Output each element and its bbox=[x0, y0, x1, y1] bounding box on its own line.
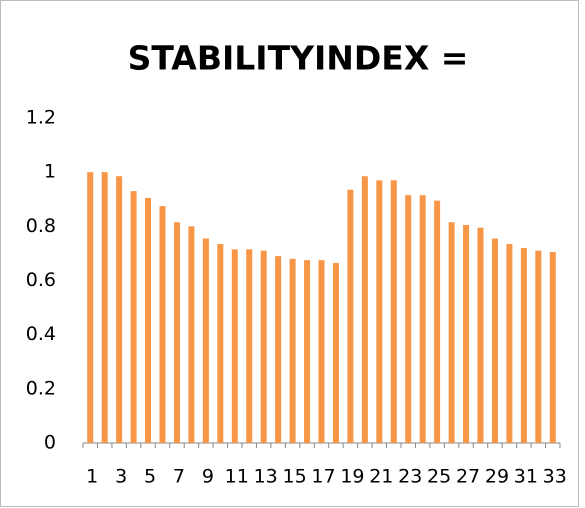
bar bbox=[188, 226, 195, 443]
bar bbox=[463, 224, 470, 443]
bar bbox=[448, 222, 455, 443]
bar bbox=[347, 189, 354, 443]
bar bbox=[275, 256, 282, 443]
chart-title: STABILITYINDEX = bbox=[128, 39, 469, 78]
y-tick-label: 0.6 bbox=[26, 269, 56, 291]
bar bbox=[101, 172, 108, 443]
bar bbox=[116, 176, 123, 443]
bar bbox=[173, 222, 180, 443]
y-tick-label: 1 bbox=[44, 161, 56, 183]
bar bbox=[506, 243, 513, 443]
y-tick-label: 0.8 bbox=[26, 215, 56, 237]
bar bbox=[87, 172, 94, 443]
bar bbox=[217, 243, 224, 443]
bar bbox=[549, 252, 556, 443]
bar bbox=[419, 195, 426, 443]
bar bbox=[260, 250, 267, 443]
x-tick-label: 33 bbox=[543, 466, 567, 488]
x-tick-label: 9 bbox=[202, 466, 214, 488]
x-tick-label: 25 bbox=[427, 466, 451, 488]
bar bbox=[304, 260, 311, 443]
bar bbox=[535, 250, 542, 443]
bar bbox=[434, 200, 441, 443]
bar bbox=[289, 258, 296, 443]
bar bbox=[477, 227, 484, 443]
bar bbox=[390, 180, 397, 443]
bar bbox=[159, 206, 166, 443]
bar bbox=[376, 180, 383, 443]
bar bbox=[145, 197, 152, 443]
bar bbox=[246, 249, 253, 443]
bar bbox=[520, 248, 527, 443]
bar bbox=[405, 195, 412, 443]
x-tick-label: 15 bbox=[282, 466, 306, 488]
bar bbox=[202, 238, 209, 443]
bar bbox=[361, 176, 368, 443]
x-tick-label: 21 bbox=[369, 466, 393, 488]
x-tick-label: 29 bbox=[485, 466, 509, 488]
x-tick-label: 23 bbox=[398, 466, 422, 488]
x-tick-label: 17 bbox=[311, 466, 335, 488]
x-tick-label: 3 bbox=[115, 466, 127, 488]
y-tick-label: 1.2 bbox=[26, 107, 56, 129]
x-tick-label: 13 bbox=[254, 466, 278, 488]
y-tick-label: 0.2 bbox=[26, 377, 56, 399]
bar bbox=[130, 191, 137, 443]
bar bbox=[491, 238, 498, 443]
x-tick-label: 27 bbox=[456, 466, 480, 488]
x-tick-label: 5 bbox=[144, 466, 156, 488]
y-tick-label: 0.4 bbox=[26, 323, 56, 345]
bar bbox=[231, 249, 238, 443]
x-tick-label: 1 bbox=[86, 466, 98, 488]
x-tick-label: 11 bbox=[225, 466, 249, 488]
bar bbox=[318, 260, 325, 443]
bar bbox=[332, 262, 339, 443]
x-tick-label: 19 bbox=[340, 466, 364, 488]
y-tick-label: 0 bbox=[44, 432, 56, 454]
x-tick-label: 31 bbox=[514, 466, 538, 488]
x-tick-label: 7 bbox=[173, 466, 185, 488]
